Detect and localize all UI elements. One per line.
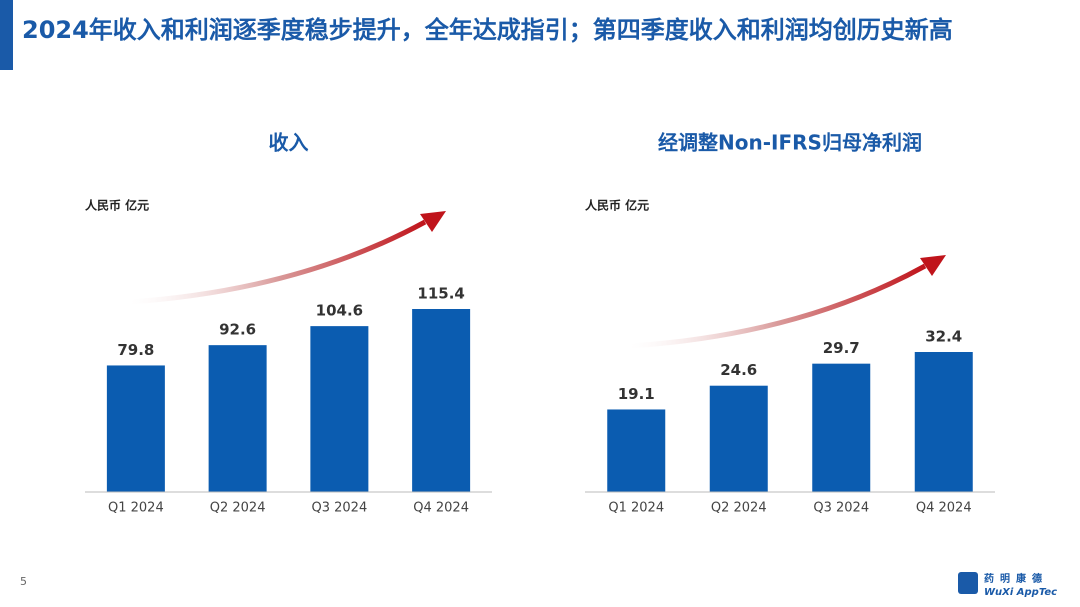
value-label: 24.6 (720, 361, 757, 379)
bar (812, 363, 871, 492)
trend-arrow-head (420, 211, 446, 232)
x-tick-label: Q4 2024 (413, 501, 469, 516)
bar (412, 309, 471, 492)
x-tick-label: Q2 2024 (210, 501, 266, 516)
value-label: 92.6 (219, 321, 256, 339)
trend-arrow (129, 219, 427, 305)
unit-label: 人民币 亿元 (85, 198, 149, 213)
value-label: 115.4 (417, 285, 464, 303)
x-tick-label: Q3 2024 (312, 501, 368, 516)
value-label: 32.4 (925, 328, 962, 346)
bar (607, 409, 666, 492)
value-label: 19.1 (618, 385, 655, 403)
bar (106, 365, 165, 492)
page-number: 5 (20, 575, 27, 588)
chart-title: 经调整Non-IFRS归母净利润 (658, 131, 922, 155)
bar (310, 326, 369, 492)
bar (208, 345, 267, 492)
unit-label: 人民币 亿元 (585, 198, 649, 213)
trend-arrow-head (920, 255, 946, 276)
x-tick-label: Q4 2024 (916, 501, 972, 516)
logo-en: WuXi AppTec (984, 587, 1057, 598)
x-tick-label: Q3 2024 (813, 501, 869, 516)
value-label: 29.7 (823, 339, 860, 357)
x-tick-label: Q1 2024 (608, 501, 664, 516)
x-tick-label: Q1 2024 (108, 501, 164, 516)
value-label: 104.6 (316, 302, 363, 320)
header-accent (0, 0, 13, 70)
bar (709, 385, 768, 492)
trend-arrow (629, 263, 927, 349)
x-tick-label: Q2 2024 (711, 501, 767, 516)
chart-title: 收入 (269, 131, 309, 155)
slide-title: 2024年收入和利润逐季度稳步提升，全年达成指引；第四季度收入和利润均创历史新高 (22, 16, 953, 44)
logo-mark (958, 572, 978, 594)
logo-cn: 药明康德 (984, 572, 1048, 585)
bar (914, 352, 973, 492)
value-label: 79.8 (117, 341, 154, 359)
